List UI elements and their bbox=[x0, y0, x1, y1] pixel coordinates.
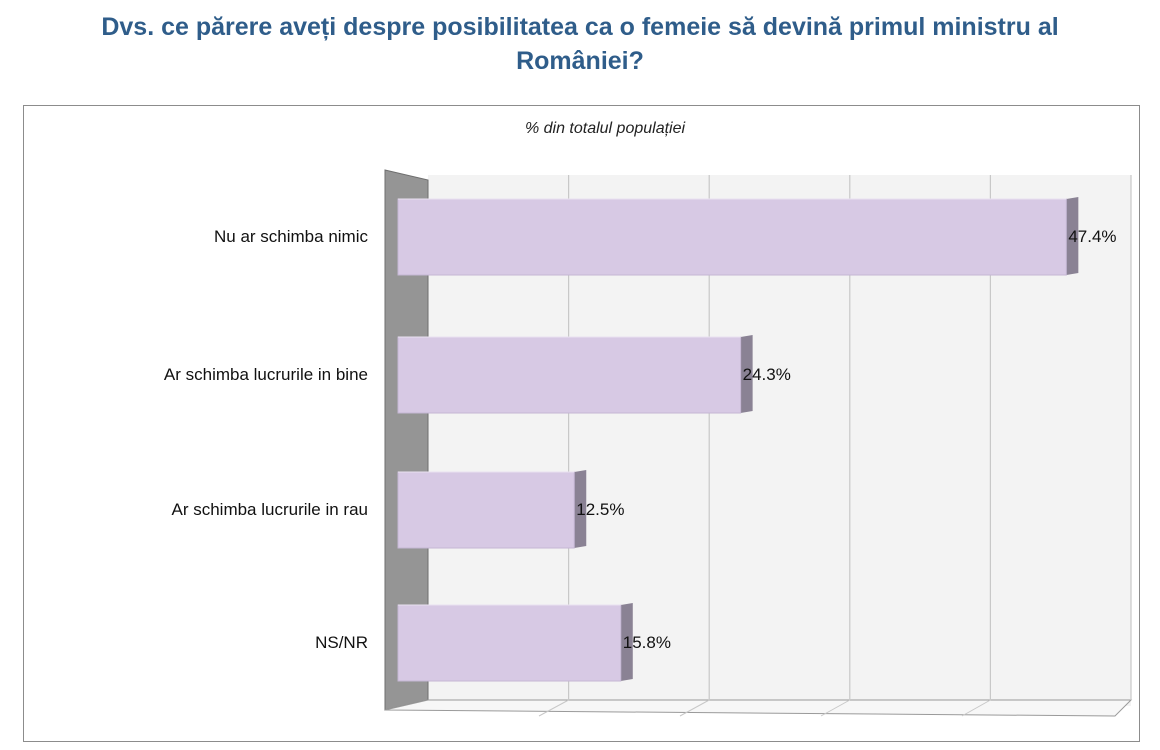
category-label-3: Ar schimba lucrurile in rau bbox=[171, 500, 368, 519]
value-label-2: 24.3% bbox=[743, 365, 791, 384]
bar-side-3 bbox=[574, 470, 587, 548]
bar-3 bbox=[397, 471, 575, 549]
bar-1 bbox=[397, 198, 1067, 276]
value-label-3: 12.5% bbox=[576, 500, 624, 519]
chart-title-line-1: Dvs. ce părere aveți despre posibilitate… bbox=[101, 13, 1059, 41]
chart-subtitle: % din totalul populației bbox=[524, 120, 686, 137]
bar-side-1 bbox=[1066, 197, 1079, 275]
bar-2 bbox=[397, 336, 742, 414]
chart-title-line-2: României? bbox=[516, 47, 644, 75]
category-label-1: Nu ar schimba nimic bbox=[214, 227, 368, 246]
bar-side-4 bbox=[620, 603, 633, 681]
value-label-4: 15.8% bbox=[623, 633, 671, 652]
floor-gridline-20 bbox=[679, 699, 710, 717]
plot-back-wall bbox=[428, 175, 1131, 706]
plot-floor bbox=[384, 699, 1133, 717]
bar-4 bbox=[397, 604, 622, 682]
value-label-1: 47.4% bbox=[1068, 227, 1116, 246]
chart-title: Dvs. ce părere aveți despre posibilitate… bbox=[0, 10, 1160, 78]
category-label-2: Ar schimba lucrurile in bine bbox=[164, 365, 368, 384]
category-label-4: NS/NR bbox=[315, 633, 368, 652]
floor-gridline-30 bbox=[820, 699, 851, 717]
floor-gridline-10 bbox=[538, 699, 569, 717]
floor-gridline-40 bbox=[961, 699, 991, 717]
bar-side-2 bbox=[740, 335, 753, 413]
